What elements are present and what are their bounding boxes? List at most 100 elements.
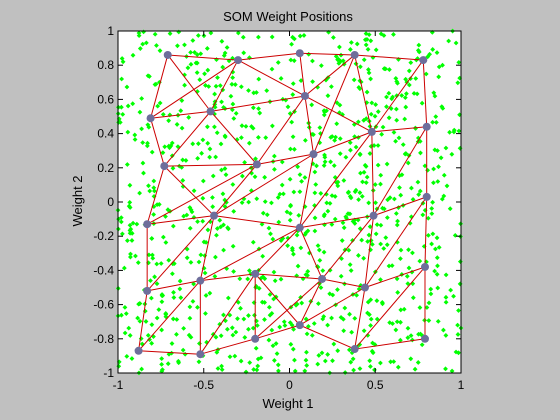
input-point xyxy=(171,290,176,295)
neuron-point xyxy=(318,274,327,283)
neighbor-link xyxy=(237,59,306,97)
input-point xyxy=(425,215,431,221)
input-point xyxy=(381,246,387,251)
input-point xyxy=(348,195,354,201)
input-point xyxy=(456,59,462,65)
input-point xyxy=(322,109,327,115)
input-point xyxy=(363,42,369,48)
input-point xyxy=(288,203,293,209)
input-point xyxy=(279,182,285,188)
input-point xyxy=(290,134,296,140)
input-point xyxy=(152,274,158,280)
y-tick-label: 0 xyxy=(107,195,114,209)
input-point xyxy=(318,131,323,136)
input-point xyxy=(322,159,328,165)
neighbor-link xyxy=(299,53,306,97)
input-point xyxy=(449,368,455,374)
input-point xyxy=(178,295,184,301)
input-point xyxy=(269,123,275,129)
input-point xyxy=(435,179,441,184)
input-point xyxy=(329,193,335,199)
input-point xyxy=(256,106,261,111)
input-point xyxy=(168,143,174,149)
input-point xyxy=(250,125,256,131)
input-point xyxy=(395,80,400,86)
input-point xyxy=(291,36,297,42)
input-point xyxy=(233,111,239,116)
input-point xyxy=(327,267,333,273)
input-point xyxy=(363,180,369,186)
input-point xyxy=(154,202,160,208)
neighbor-link xyxy=(256,95,306,165)
input-point xyxy=(238,305,243,311)
input-point xyxy=(279,159,285,165)
input-point xyxy=(235,299,241,305)
input-point xyxy=(292,368,298,374)
input-point xyxy=(126,325,132,331)
input-point xyxy=(238,135,244,141)
input-point xyxy=(201,239,207,245)
input-point xyxy=(289,41,294,47)
input-point xyxy=(386,115,392,121)
input-point xyxy=(314,163,319,169)
input-point xyxy=(447,129,453,135)
input-point xyxy=(139,366,145,372)
input-point xyxy=(375,143,381,148)
input-point xyxy=(348,40,354,45)
input-point xyxy=(366,70,372,76)
input-point xyxy=(357,152,363,158)
input-point xyxy=(238,84,244,90)
neuron-point xyxy=(350,50,359,59)
input-point xyxy=(332,194,338,199)
input-point xyxy=(340,316,346,322)
input-point xyxy=(311,132,316,138)
input-point xyxy=(361,328,367,334)
input-point xyxy=(366,67,371,72)
input-point xyxy=(375,162,381,168)
input-point xyxy=(354,292,360,298)
input-point xyxy=(182,42,187,48)
input-point xyxy=(337,110,342,116)
input-point xyxy=(145,332,151,338)
input-point xyxy=(429,29,435,35)
input-point xyxy=(166,118,172,124)
neighbor-link xyxy=(354,54,424,61)
input-point xyxy=(278,276,284,282)
input-point xyxy=(335,57,341,63)
neighbor-link xyxy=(138,350,201,355)
input-point xyxy=(328,159,333,165)
input-point xyxy=(343,154,349,160)
input-point xyxy=(305,323,311,329)
input-point xyxy=(352,189,358,195)
input-point xyxy=(408,333,414,339)
input-point xyxy=(169,140,175,146)
input-point xyxy=(318,191,324,196)
input-point xyxy=(219,38,225,44)
input-point xyxy=(367,364,373,369)
input-point xyxy=(304,363,310,368)
neighbor-link xyxy=(138,290,148,351)
neuron-point xyxy=(309,150,318,159)
input-point xyxy=(351,367,357,373)
y-tick-label: 0.4 xyxy=(97,127,114,141)
input-point xyxy=(386,263,392,269)
input-point xyxy=(290,92,296,97)
input-point xyxy=(160,112,166,117)
input-point xyxy=(139,96,145,101)
input-point xyxy=(252,174,258,180)
input-point xyxy=(203,293,209,298)
input-point xyxy=(132,132,138,138)
neighbor-link xyxy=(150,110,211,119)
input-point xyxy=(305,228,311,234)
input-point xyxy=(369,241,375,247)
input-point xyxy=(195,219,200,225)
neuron-point xyxy=(160,162,169,171)
input-point xyxy=(302,204,308,210)
input-point xyxy=(184,246,190,252)
input-point xyxy=(406,247,411,253)
input-point xyxy=(151,178,157,184)
input-point xyxy=(430,199,436,205)
input-point xyxy=(159,293,165,299)
input-point xyxy=(231,269,236,274)
